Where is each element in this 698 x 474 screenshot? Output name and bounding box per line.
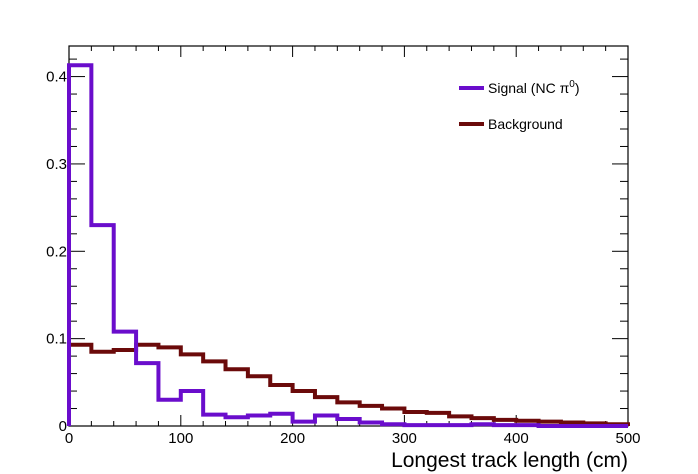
legend-label: Background [488,116,563,132]
plot-frame [68,45,629,427]
axis-ticks [68,46,629,427]
x-tick-label: 400 [504,430,529,447]
tick-labels: 0 100 200 300 400 500 0 0.1 0.2 0.3 0.4 [46,69,640,447]
y-tick-label: 0.2 [46,243,67,260]
y-tick-label: 0.1 [46,331,67,348]
series-layer [67,63,630,428]
x-tick-label: 500 [615,430,640,447]
legend-label: Signal (NC π0) [488,79,579,96]
legend: Signal (NC π0) Background [459,79,579,132]
x-tick-label: 100 [168,430,193,447]
x-tick-label: 300 [392,430,417,447]
y-tick-label: 0.3 [46,156,67,173]
y-tick-label: 0.4 [46,69,67,86]
x-tick-label: 0 [65,430,73,447]
y-tick-label: 0 [59,418,67,435]
x-axis-title: Longest track length (cm) [391,449,628,472]
series-line [67,342,630,427]
series-line [67,63,628,428]
x-tick-label: 200 [280,430,305,447]
